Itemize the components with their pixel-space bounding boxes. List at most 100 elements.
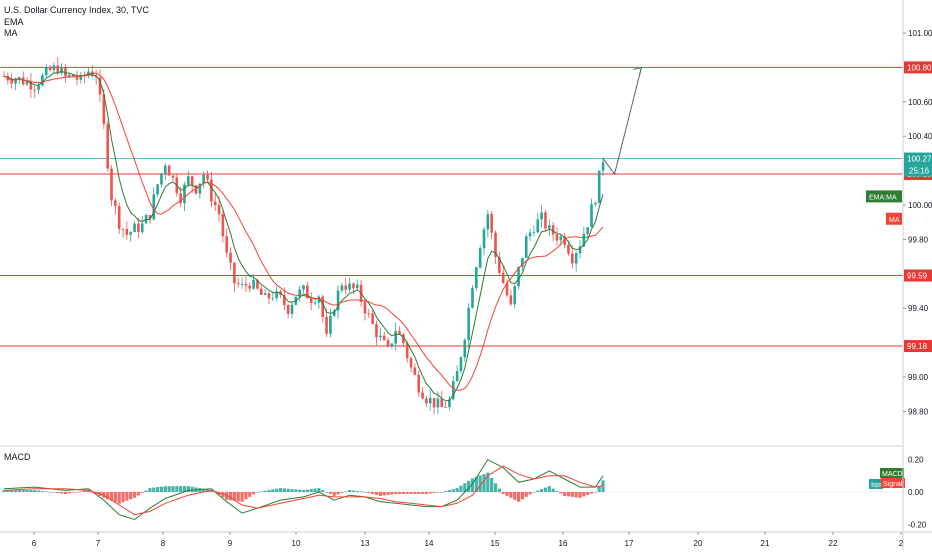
candle-body — [478, 248, 482, 268]
candle-body — [398, 330, 401, 335]
macd-histogram-bar — [309, 489, 313, 492]
macd-histogram-bar — [555, 491, 559, 492]
candle-body — [536, 219, 540, 233]
projection-arrow — [602, 66, 643, 176]
macd-histogram-bar — [401, 492, 405, 494]
macd-histogram-bar — [140, 492, 144, 493]
candle-body — [187, 176, 190, 185]
time-tick-label: 14 — [425, 539, 434, 548]
candle-body — [102, 94, 106, 125]
macd-histogram-bar — [336, 492, 340, 495]
macd-histogram-bar — [474, 476, 478, 492]
candle-body — [344, 285, 348, 290]
macd-histogram-bar — [432, 492, 436, 493]
candle-body — [601, 162, 605, 171]
candle-body — [75, 76, 79, 80]
candle-body — [140, 223, 144, 233]
candle-body — [121, 228, 125, 230]
countdown-label: 25:16 — [909, 167, 930, 176]
candle-body — [56, 65, 60, 74]
candle-body — [555, 234, 559, 241]
candle-body — [352, 283, 355, 289]
candle-body — [229, 252, 232, 263]
macd-histogram-bar — [163, 486, 167, 492]
candle-body — [475, 267, 478, 289]
candle-body — [394, 330, 397, 344]
macd-line — [3, 458, 604, 521]
macd-histogram-bar — [340, 492, 344, 493]
macd-histogram-bar — [597, 486, 601, 492]
macd-histogram-bar — [374, 492, 379, 495]
macd-histogram-bar — [63, 492, 68, 494]
macd-histogram-bar — [490, 477, 494, 492]
macd-histogram-bar — [44, 491, 48, 493]
candle-body — [309, 298, 313, 304]
macd-histogram-bar — [378, 492, 382, 496]
candle-body — [332, 310, 336, 316]
candle-body — [252, 279, 255, 289]
candles — [2, 57, 605, 415]
macd-histogram-bar — [390, 492, 394, 495]
macd-histogram-bar — [83, 490, 87, 492]
macd-histogram-bar — [290, 489, 294, 492]
candle-body — [544, 212, 547, 229]
candle-body — [98, 77, 102, 95]
candle-body — [110, 168, 113, 201]
candle-body — [41, 75, 44, 86]
macd-histogram-bar — [6, 490, 10, 492]
candle-body — [501, 272, 505, 283]
macd-histogram-bar — [359, 491, 363, 493]
macd-histogram-bar — [543, 487, 548, 492]
candle-body — [94, 76, 98, 78]
candle-body — [64, 67, 67, 77]
candle-body — [329, 315, 332, 334]
macd-histogram-bar — [324, 492, 329, 493]
macd-title[interactable]: MACD — [4, 452, 31, 462]
candle-body — [348, 283, 351, 290]
macd-histogram-bar — [240, 492, 244, 502]
candle-body — [444, 406, 447, 408]
candle-body — [321, 296, 325, 317]
candle-body — [521, 257, 524, 267]
candle-body — [213, 201, 217, 206]
macd-histogram-bar — [363, 492, 367, 493]
candle-body — [114, 200, 117, 207]
candle-body — [271, 298, 275, 299]
indicator-badge — [866, 190, 902, 203]
time-tick-label: 7 — [96, 539, 101, 548]
macd-histogram-bar — [497, 488, 501, 492]
macd-histogram-bar — [79, 491, 83, 492]
macd-histogram-bar — [313, 488, 317, 492]
signal-badge-label: Signal — [883, 481, 903, 488]
macd-histogram-bar — [267, 490, 271, 492]
candle-body — [263, 293, 267, 295]
macd-histogram-bar — [524, 492, 528, 497]
candle-body — [48, 67, 52, 71]
ma-line — [3, 72, 604, 391]
candle-body — [137, 223, 140, 233]
macd-histogram-bar — [202, 488, 206, 492]
macd-histogram-bar — [382, 492, 386, 496]
candle-body — [540, 212, 543, 220]
macd-histogram-bar — [148, 488, 152, 492]
candle-body — [217, 205, 221, 215]
candle-body — [459, 357, 463, 372]
candle-body — [221, 214, 225, 237]
time-tick-label: 8 — [161, 539, 166, 548]
macd-histogram-bar — [75, 492, 79, 493]
macd-histogram-bar — [440, 492, 444, 493]
macd-histogram-bar — [470, 478, 475, 492]
macd-histogram-bar — [516, 492, 521, 502]
macd-histogram-bar — [417, 492, 421, 494]
legend-ema[interactable]: EMA — [4, 17, 24, 27]
macd-histogram-bar — [478, 475, 482, 492]
candle-body — [171, 175, 175, 178]
macd-histogram-bar — [90, 492, 94, 493]
legend-ma[interactable]: MA — [4, 28, 18, 38]
macd-histogram-bar — [117, 492, 121, 504]
candle-body — [340, 285, 344, 291]
candle-body — [52, 65, 56, 71]
macd-histogram-bar — [520, 492, 524, 500]
